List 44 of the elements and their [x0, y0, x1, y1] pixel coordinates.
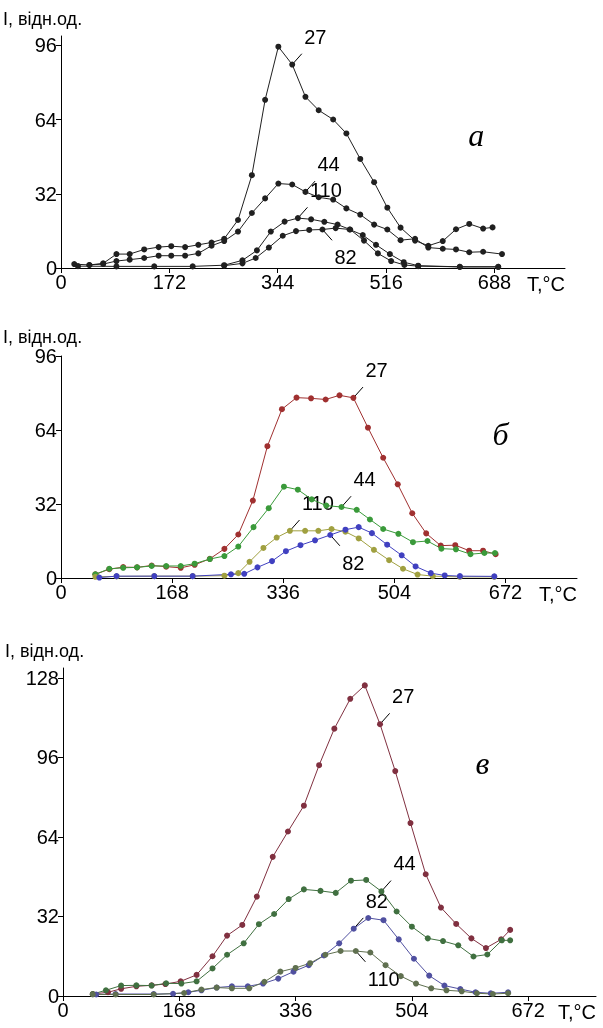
annotation: 82: [342, 551, 365, 574]
annotation: 110: [309, 179, 342, 202]
y-axis-title: I, відн.од.: [3, 327, 83, 348]
y-axis-title: I, відн.од.: [3, 9, 83, 29]
y-axis-title: I, відн.од.: [5, 641, 85, 661]
x-tick-label: 336: [278, 999, 313, 1021]
text: а: [468, 117, 485, 153]
annotation: 44: [393, 852, 416, 875]
x-tick-label: 504: [395, 999, 429, 1021]
annotation: 44: [317, 152, 340, 175]
y-tick-label: 0: [45, 257, 57, 279]
x-tick-label: 168: [155, 581, 189, 603]
y-tick-label: 32: [34, 182, 57, 205]
x-axis-title: T,°C: [558, 1001, 596, 1023]
y-tick-label: 64: [34, 419, 57, 441]
annotation: 44: [353, 468, 376, 491]
x-axis-title: T,°C: [539, 583, 577, 605]
x-axis-title: T,°C: [527, 273, 565, 295]
x-tick-label: 344: [261, 271, 295, 293]
x-tick-label: 168: [162, 999, 196, 1021]
y-tick-label: 128: [25, 666, 59, 689]
annotation: 110: [367, 968, 400, 991]
x-tick-label: 516: [369, 271, 403, 293]
annotation: 82: [334, 246, 357, 269]
x-tick-label: 672: [488, 581, 523, 603]
y-tick-label: 0: [47, 985, 59, 1007]
text: в: [475, 744, 490, 781]
y-tick-label: 0: [45, 567, 57, 589]
x-tick-label: 688: [477, 271, 512, 293]
y-tick-label: 64: [34, 108, 57, 131]
y-tick-label: 32: [34, 493, 57, 515]
x-tick-label: 172: [152, 271, 187, 293]
y-tick-label: 64: [36, 825, 59, 848]
text: б: [492, 416, 510, 453]
y-tick-label: 32: [36, 905, 59, 928]
annotation: 27: [304, 25, 327, 48]
annotation: 27: [392, 685, 415, 708]
annotation: 27: [365, 358, 388, 381]
y-tick-label: 96: [36, 746, 59, 769]
x-tick-label: 504: [377, 581, 412, 603]
x-tick-label: 336: [266, 581, 300, 603]
y-tick-label: 96: [34, 34, 57, 57]
x-tick-label: 672: [511, 999, 545, 1021]
annotation: 82: [365, 889, 388, 912]
